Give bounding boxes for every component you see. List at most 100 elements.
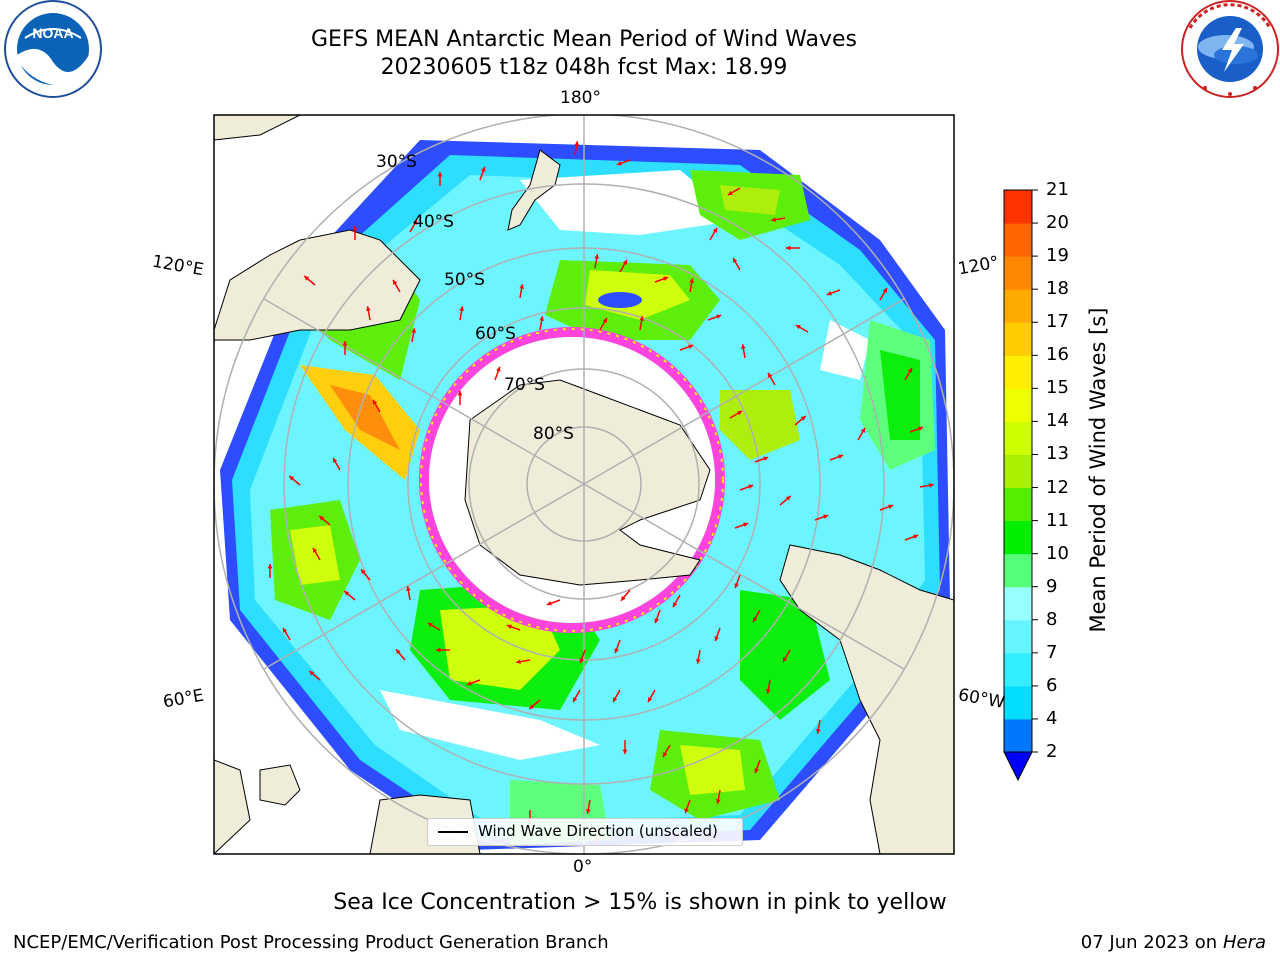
wave-arrow-head (918, 426, 924, 431)
wave-arrow-head (506, 624, 512, 629)
wave-arrow-head (654, 618, 659, 624)
colorbar-segment (1004, 322, 1032, 356)
map-panel (214, 115, 954, 854)
wave-arrow-head (373, 399, 378, 405)
wave-arrow-head (888, 504, 894, 509)
colorbar-segment (1004, 685, 1032, 720)
wave-arrow-head (823, 514, 829, 519)
sea-ice-note: Sea Ice Concentration > 15% is shown in … (333, 890, 947, 915)
colorbar-segment (1004, 718, 1032, 753)
wave-arrow-head (622, 749, 628, 754)
lon-label-0: 0° (573, 857, 593, 877)
colorbar-tick-label: 8 (1046, 608, 1058, 630)
colorbar-segment (1004, 256, 1032, 290)
wave-arrow-head (838, 454, 844, 459)
wave-arrow-head (712, 227, 717, 233)
lat-label-30s: 30°S (376, 152, 417, 172)
wave-arrow-head (743, 522, 749, 527)
wave-arrow-head (753, 617, 758, 623)
wave-arrow-head (309, 671, 315, 676)
wave-arrow-head (800, 416, 806, 421)
wave-arrow-head (815, 729, 821, 734)
colorbar-tick-label: 10 (1046, 542, 1069, 564)
colorbar-segment (1004, 520, 1032, 555)
wave-arrow-head (715, 799, 721, 804)
wave-arrow-head (648, 697, 653, 703)
footer-host: Hera (1222, 932, 1266, 953)
wave-arrow-head (459, 306, 465, 311)
wave-arrow-head (396, 649, 401, 655)
wave-arrow-head (882, 287, 887, 293)
colorbar-segment (1004, 355, 1032, 389)
wave-arrow-head (763, 456, 769, 461)
legend-line-swatch (438, 831, 468, 833)
colorbar-segment (1004, 553, 1032, 588)
colorbar-tick-label: 13 (1046, 443, 1069, 465)
wave-arrow-head (737, 411, 743, 416)
colorbar-segment (1004, 454, 1032, 489)
wave-arrow-head (333, 457, 338, 463)
wave-arrow-head (748, 484, 754, 489)
graticule (214, 115, 954, 854)
wave-arrow-head (689, 278, 695, 283)
wave-arrow-head (546, 601, 552, 606)
wind-wave-arrows (267, 141, 934, 844)
wave-arrow-head (765, 689, 771, 694)
wave-arrow-head (436, 647, 441, 653)
footer-date-text: 07 Jun 2023 on (1080, 932, 1218, 953)
wave-arrow-head (795, 325, 801, 330)
colorbar (1003, 189, 1038, 782)
colorbar-tick-label: 14 (1046, 410, 1069, 432)
wave-arrow-head (771, 217, 776, 223)
footer-credit: NCEP/EMC/Verification Post Processing Pr… (13, 932, 609, 953)
wave-arrow-head (684, 808, 689, 814)
colorbar-segment (1004, 586, 1032, 621)
colorbar-tick-label: 11 (1046, 509, 1069, 531)
figure-title: GEFS MEAN Antarctic Mean Period of Wind … (311, 27, 857, 52)
colorbar-tick-label: 9 (1046, 575, 1058, 597)
wave-arrow-head (621, 595, 626, 601)
wave-arrow-head (716, 314, 722, 319)
wave-arrow-head (427, 623, 433, 628)
colorbar-tick-label: 4 (1046, 707, 1058, 729)
wave-arrow-head (352, 226, 358, 231)
lat-label-80s: 80°S (533, 424, 574, 444)
figure-subtitle-date: 20230605 t18z 048h fcst Max: 18.99 (380, 55, 788, 80)
wave-arrow-head (574, 141, 580, 146)
wave-arrow-head (304, 276, 310, 281)
legend-label: Wind Wave Direction (unscaled) (478, 822, 718, 840)
wave-arrow-head (289, 476, 295, 481)
wave-arrow-head (860, 427, 865, 433)
wave-arrow-head (344, 591, 350, 596)
colorbar-segment (1004, 487, 1032, 522)
wave-arrow-head (411, 328, 417, 333)
colorbar-tick-label: 12 (1046, 476, 1069, 498)
wave-arrow-head (519, 284, 525, 289)
colorbar-segment (1004, 289, 1032, 323)
wave-arrow-head (740, 344, 746, 349)
wave-arrow-head (573, 697, 578, 703)
colorbar-segment (1004, 652, 1032, 687)
wave-arrow-head (313, 547, 318, 553)
wave-arrow-head (283, 627, 288, 633)
lat-label-70s: 70°S (504, 375, 545, 395)
wave-arrow-head (405, 586, 411, 591)
footer-date: 07 Jun 2023 on Hera (1081, 932, 1266, 953)
wave-arrow-head (727, 190, 733, 195)
wave-arrow-head (786, 245, 791, 251)
wave-arrow-head (783, 657, 788, 663)
lat-label-50s: 50°S (444, 270, 485, 290)
wave-arrow-head (579, 658, 584, 664)
wave-arrow-head (663, 276, 669, 281)
wave-arrow-head (663, 752, 668, 758)
wave-arrow-head (496, 366, 501, 372)
wave-arrow-head (714, 636, 719, 642)
wave-arrow-head (365, 306, 371, 311)
colorbar-tick-label: 19 (1046, 245, 1069, 267)
colorbar-title: Mean Period of Wind Waves [s] (1086, 307, 1110, 633)
wave-arrow-head (785, 496, 791, 501)
noaa-logo: NOAA (4, 0, 102, 98)
wave-arrow-head (529, 704, 535, 709)
wave-arrow-head (826, 291, 832, 296)
wave-arrow-head (613, 697, 618, 703)
